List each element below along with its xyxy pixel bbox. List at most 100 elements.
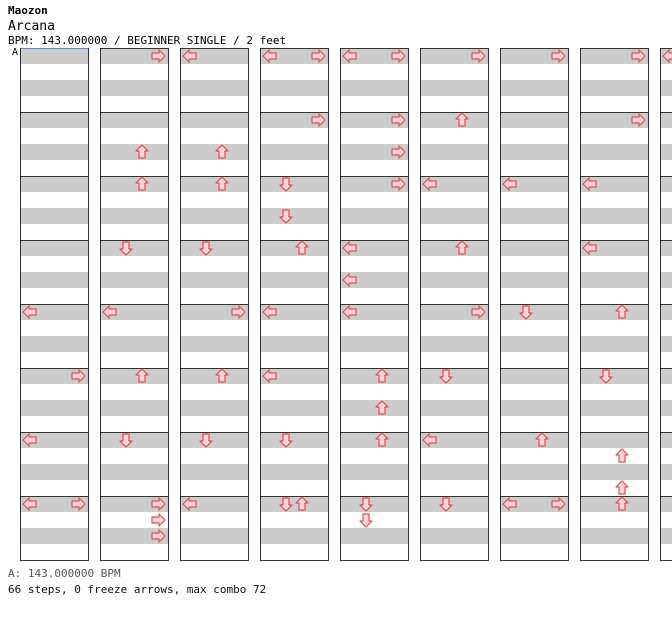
beat-stripe	[500, 272, 568, 288]
step-arrow-left	[102, 305, 117, 319]
beat-stripe	[340, 112, 408, 128]
beat-stripe	[420, 336, 488, 352]
beat-stripe	[580, 496, 648, 512]
beat-stripe	[340, 368, 408, 384]
column-border	[180, 48, 249, 561]
beat-stripe	[100, 432, 168, 448]
beat-stripe	[500, 240, 568, 256]
beat-stripe	[100, 240, 168, 256]
step-arrow-up	[295, 496, 309, 511]
beat-stripe	[500, 496, 568, 512]
step-arrow-up	[215, 144, 229, 159]
beat-stripe	[180, 336, 248, 352]
beat-stripe	[660, 240, 672, 256]
beat-stripe	[100, 80, 168, 96]
beat-stripe	[340, 304, 408, 320]
bpm-legend: A: 143.000000 BPM	[8, 567, 121, 580]
artist-name: Maozon	[8, 4, 48, 17]
beat-stripe	[20, 240, 88, 256]
column-border	[260, 48, 329, 561]
column-border	[420, 48, 489, 561]
beat-stripe	[500, 464, 568, 480]
beat-stripe	[20, 112, 88, 128]
step-arrow-right	[471, 305, 486, 319]
step-arrow-down	[199, 241, 213, 256]
step-arrow-left	[182, 497, 197, 511]
beat-stripe	[260, 432, 328, 448]
beat-stripe	[100, 464, 168, 480]
beat-stripe	[20, 176, 88, 192]
step-arrow-left	[22, 305, 37, 319]
step-arrow-left	[422, 433, 437, 447]
step-arrow-left	[342, 305, 357, 319]
beat-stripe	[660, 464, 672, 480]
step-arrow-left	[502, 177, 517, 191]
step-arrow-up	[135, 144, 149, 159]
beat-stripe	[500, 400, 568, 416]
beat-stripe	[100, 176, 168, 192]
step-arrow-up	[135, 368, 149, 383]
beat-stripe	[500, 80, 568, 96]
beat-stripe	[580, 336, 648, 352]
beat-stripe	[660, 528, 672, 544]
beat-stripe	[260, 208, 328, 224]
beat-stripe	[420, 48, 488, 64]
step-arrow-right	[631, 49, 646, 63]
step-arrow-right	[551, 497, 566, 511]
beat-stripe	[180, 528, 248, 544]
beat-stripe	[180, 112, 248, 128]
chart-column	[180, 48, 249, 561]
step-arrow-left	[582, 177, 597, 191]
beat-stripe	[340, 400, 408, 416]
beat-stripe	[100, 336, 168, 352]
chart-column	[580, 48, 649, 561]
beat-stripe	[340, 48, 408, 64]
step-arrow-right	[71, 369, 86, 383]
step-arrow-down	[199, 433, 213, 448]
step-arrow-left	[582, 241, 597, 255]
beat-stripe	[580, 80, 648, 96]
beat-stripe	[580, 272, 648, 288]
chart-column	[20, 48, 89, 561]
chart-column	[100, 48, 169, 561]
beat-stripe	[260, 272, 328, 288]
step-arrow-right	[391, 113, 406, 127]
beat-stripe	[660, 496, 672, 512]
step-arrow-right	[151, 49, 166, 63]
beat-stripe	[260, 528, 328, 544]
beat-stripe	[180, 496, 248, 512]
beat-stripe	[180, 304, 248, 320]
step-arrow-left	[182, 49, 197, 63]
step-arrow-up	[615, 304, 629, 319]
step-arrow-right	[391, 177, 406, 191]
step-arrow-left	[342, 49, 357, 63]
step-arrow-down	[439, 497, 453, 512]
step-arrow-right	[391, 145, 406, 159]
beat-stripe	[20, 144, 88, 160]
beat-stripe	[100, 400, 168, 416]
beat-stripe	[100, 112, 168, 128]
beat-stripe	[420, 144, 488, 160]
beat-stripe	[340, 464, 408, 480]
beat-stripe	[260, 336, 328, 352]
beat-stripe	[260, 496, 328, 512]
beat-stripe	[180, 240, 248, 256]
beat-stripe	[420, 272, 488, 288]
chart-column	[340, 48, 409, 561]
beat-stripe	[580, 528, 648, 544]
beat-stripe	[340, 432, 408, 448]
step-arrow-left	[342, 273, 357, 287]
beat-stripe	[660, 400, 672, 416]
beat-stripe	[180, 368, 248, 384]
beat-stripe	[580, 144, 648, 160]
step-arrow-left	[22, 497, 37, 511]
beat-stripe	[100, 528, 168, 544]
beat-stripe	[420, 496, 488, 512]
chart-column	[260, 48, 329, 561]
step-arrow-down	[279, 433, 293, 448]
beat-stripe	[660, 112, 672, 128]
beat-stripe	[420, 112, 488, 128]
step-arrow-right	[471, 49, 486, 63]
beat-stripe	[20, 336, 88, 352]
